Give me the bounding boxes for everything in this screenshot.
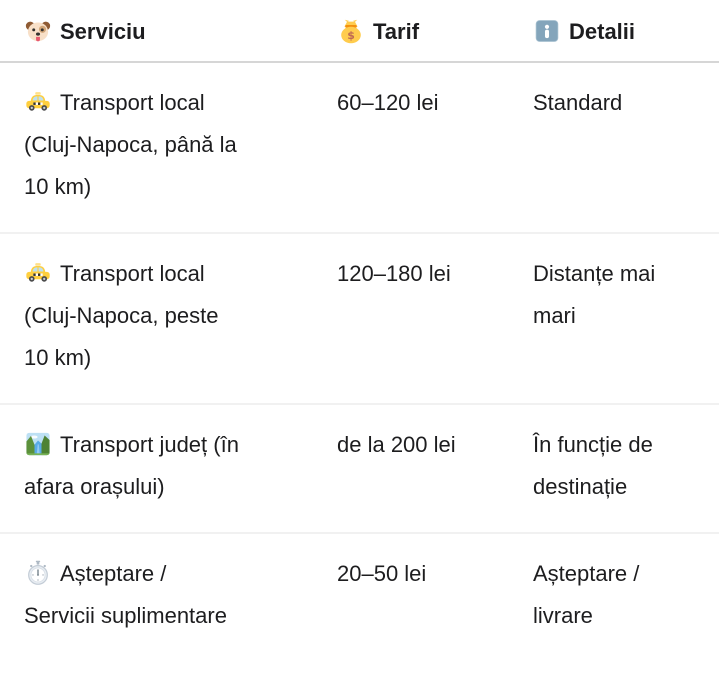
tarif-text: 120–180 lei [337,261,451,286]
stopwatch-icon [24,561,60,586]
column-header-detalii-label: Detalii [569,18,636,44]
tarif-cell: 60–120 lei [337,62,533,234]
taxi-icon [24,90,60,115]
table-header: Serviciu Tarif Detalii [0,0,719,63]
tarif-cell: 120–180 lei [337,233,533,405]
table-row: Transport județ (în afara orașului) de la… [0,404,719,534]
detalii-text: Așteptare / livrare [533,561,640,628]
column-header-detalii: Detalii [533,0,719,63]
service-cell: Transport local (Cluj-Napoca, până la 10… [0,62,337,234]
detalii-cell: În funcție de destinație [533,404,719,534]
national-park-icon [24,432,60,457]
detalii-text: Standard [533,90,623,115]
detalii-text: În funcție de destinație [533,432,653,499]
detalii-cell: Distanțe mai mari [533,233,719,405]
detalii-cell: Așteptare / livrare [533,533,719,661]
tarif-text: 20–50 lei [337,561,427,586]
tarif-cell: 20–50 lei [337,533,533,661]
table-row: Transport local (Cluj-Napoca, până la 10… [0,62,719,234]
tarif-cell: de la 200 lei [337,404,533,534]
table-row: Așteptare / Servicii suplimentare 20–50 l… [0,533,719,661]
header-row: Serviciu Tarif Detalii [0,0,719,63]
service-text: Așteptare / Servicii suplimentare [24,561,227,628]
tarif-text: de la 200 lei [337,432,456,457]
detalii-cell: Standard [533,62,719,234]
dog-face-icon [24,19,60,44]
service-cell: Transport județ (în afara orașului) [0,404,337,534]
column-header-serviciu-label: Serviciu [60,18,146,44]
service-text: Transport județ (în afara orașului) [24,432,239,499]
detalii-text: Distanțe mai mari [533,261,656,328]
tarif-text: 60–120 lei [337,90,439,115]
column-header-serviciu: Serviciu [0,0,337,63]
info-icon [533,19,569,44]
table-row: Transport local (Cluj-Napoca, peste 10 k… [0,233,719,405]
service-text: Transport local (Cluj-Napoca, peste 10 k… [24,261,219,370]
taxi-icon [24,261,60,286]
service-cell: Transport local (Cluj-Napoca, peste 10 k… [0,233,337,405]
column-header-tarif-label: Tarif [373,18,420,44]
table-body: Transport local (Cluj-Napoca, până la 10… [0,62,719,661]
money-bag-icon [337,19,373,44]
service-cell: Așteptare / Servicii suplimentare [0,533,337,661]
service-text: Transport local (Cluj-Napoca, până la 10… [24,90,237,199]
pricing-table: Serviciu Tarif Detalii Transport local (… [0,0,719,661]
column-header-tarif: Tarif [337,0,533,63]
